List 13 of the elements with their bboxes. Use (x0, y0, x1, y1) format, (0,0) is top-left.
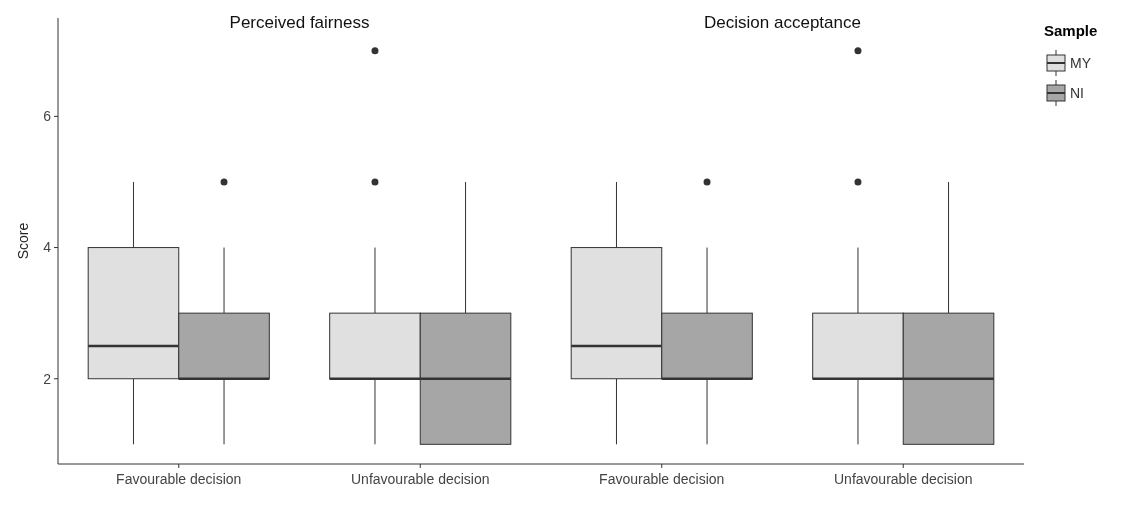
y-tick-label: 6 (43, 108, 52, 125)
x-tick-label: Favourable decision (116, 471, 242, 487)
legend-title: Sample (1044, 22, 1098, 39)
legend-label: MY (1070, 54, 1092, 71)
x-tick-label: Unfavourable decision (833, 471, 973, 487)
x-tick-label: Favourable decision (599, 471, 725, 487)
y-axis-title: Score (15, 222, 31, 260)
y-tick-label: 4 (43, 239, 52, 256)
y-tick-label: 2 (43, 370, 52, 387)
annotation: Decision acceptance (704, 13, 861, 32)
x-tick-label: Unfavourable decision (350, 471, 490, 487)
annotation: Perceived fairness (229, 13, 370, 32)
legend-label: NI (1070, 84, 1084, 101)
